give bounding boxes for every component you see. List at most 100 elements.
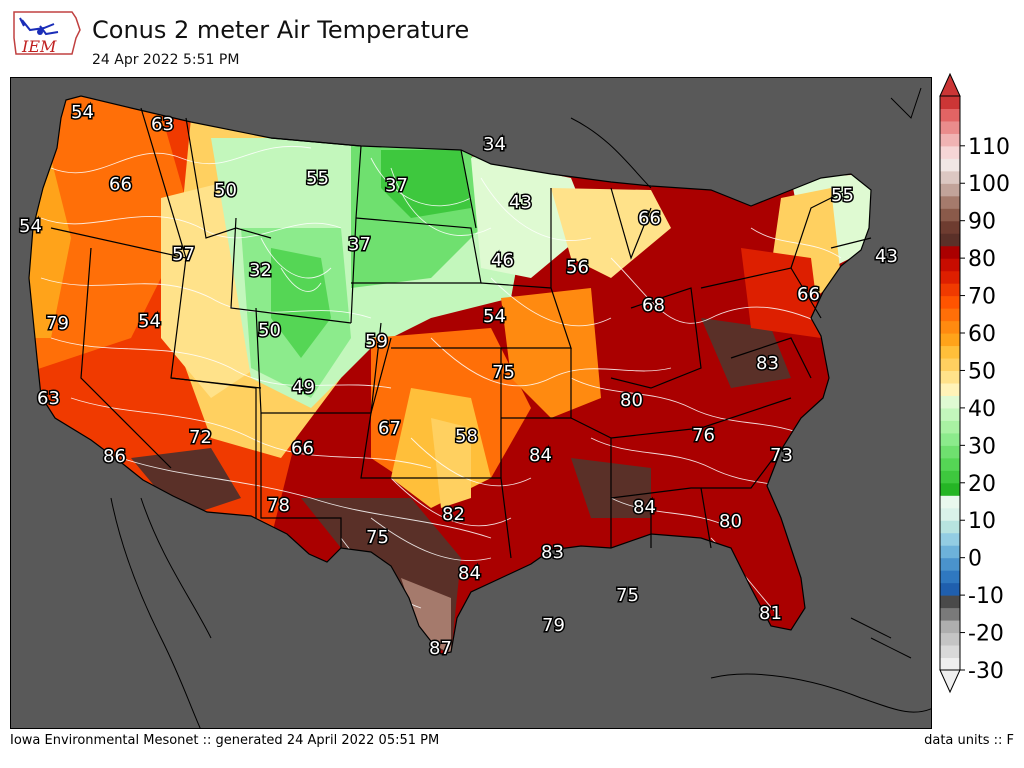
colorbar-swatch	[940, 657, 960, 671]
colorbar-swatch	[940, 570, 960, 584]
station-value: 63	[37, 388, 60, 409]
colorbar-swatch	[940, 96, 960, 109]
station-value: 78	[267, 495, 290, 516]
station-value: 49	[292, 377, 315, 398]
isotherm-contours	[40, 146, 842, 619]
station-value: 67	[378, 418, 401, 439]
station-value: 73	[770, 445, 793, 466]
station-value: 84	[458, 563, 481, 584]
colorbar-swatch	[940, 582, 960, 596]
colorbar-swatch	[940, 320, 960, 334]
colorbar-swatch	[940, 108, 960, 122]
colorbar-swatch	[940, 220, 960, 234]
colorbar-tick-label: 60	[968, 322, 996, 347]
colorbar-swatch	[940, 345, 960, 359]
colorbar-tick-label: 110	[968, 135, 1010, 160]
station-value: 50	[214, 180, 237, 201]
station-value: 87	[429, 638, 452, 659]
station-value: 54	[138, 311, 161, 332]
colorbar-swatch	[940, 595, 960, 609]
colorbar-tick-label: 100	[968, 172, 1010, 197]
timestamp: 24 Apr 2022 5:51 PM	[92, 52, 240, 68]
colorbar-swatch	[940, 195, 960, 209]
station-value: 54	[71, 102, 94, 123]
colorbar-swatch	[940, 245, 960, 259]
station-value: 54	[19, 216, 42, 237]
station-value: 58	[455, 426, 478, 447]
iem-logo: IEM	[10, 8, 84, 60]
temperature-value-labels: 54 63 34 66 50 55 37 43 55 66 54 57 37 3…	[18, 101, 900, 661]
station-value: 79	[542, 615, 565, 636]
colorbar-tick-label: 40	[968, 397, 996, 422]
station-value: 55	[306, 168, 329, 189]
colorbar-swatch	[940, 632, 960, 646]
station-value: 56	[566, 257, 589, 278]
colorbar-swatch	[940, 283, 960, 297]
station-value: 75	[492, 362, 515, 383]
colorbar-swatch	[940, 333, 960, 347]
station-value: 84	[529, 445, 552, 466]
station-value: 84	[633, 497, 656, 518]
station-value: 55	[831, 185, 854, 206]
page-title: Conus 2 meter Air Temperature	[92, 16, 470, 44]
colorbar-tick-label: 90	[968, 210, 996, 235]
svg-text:IEM: IEM	[21, 37, 57, 56]
colorbar-swatch	[940, 620, 960, 634]
colorbar-swatch	[940, 407, 960, 421]
borders	[28, 95, 872, 655]
colorbar-swatch	[940, 482, 960, 496]
station-value: 81	[759, 603, 782, 624]
colorbar-swatch	[940, 395, 960, 409]
footer-credit: Iowa Environmental Mesonet :: generated …	[10, 733, 440, 748]
station-value: 82	[442, 504, 465, 525]
colorbar-swatch	[940, 145, 960, 159]
colorbar-tick-label: 20	[968, 472, 996, 497]
international-outlines	[110, 87, 931, 728]
station-value: 80	[719, 511, 742, 532]
colorbar-swatch	[940, 358, 960, 372]
station-value: 66	[638, 208, 661, 229]
colorbar-swatch	[940, 457, 960, 471]
colorbar-swatch	[940, 432, 960, 446]
colorbar-swatch	[940, 507, 960, 521]
colorbar-swatch	[940, 470, 960, 484]
colorbar-tick-label: -10	[968, 584, 1004, 609]
station-value: 66	[291, 438, 314, 459]
station-value: 75	[366, 527, 389, 548]
colorbar-swatch	[940, 133, 960, 147]
colorbar-swatch	[940, 607, 960, 621]
station-value: 66	[797, 284, 820, 305]
colorbar-swatch	[940, 258, 960, 272]
station-value: 63	[151, 114, 174, 135]
colorbar-tick-label: -20	[968, 622, 1004, 647]
colorbar-swatch	[940, 120, 960, 134]
colorbar-swatch	[940, 420, 960, 434]
colorbar-tick-label: 50	[968, 359, 996, 384]
colorbar-max-arrow	[939, 72, 961, 97]
station-value: 43	[509, 192, 532, 213]
station-value: 37	[385, 175, 408, 196]
colorbar-tick-label: 80	[968, 247, 996, 272]
colorbar-swatch	[940, 208, 960, 222]
station-value: 83	[541, 542, 564, 563]
colorbar-min-arrow	[939, 669, 961, 694]
station-value: 80	[620, 390, 643, 411]
temperature-map: 54 63 34 66 50 55 37 43 55 66 54 57 37 3…	[10, 77, 932, 729]
colorbar-tick-label: 10	[968, 509, 996, 534]
colorbar-swatch	[940, 295, 960, 309]
station-value: 37	[348, 234, 371, 255]
colorbar-swatch	[940, 495, 960, 509]
colorbar-swatch	[940, 532, 960, 546]
colorbar-swatch	[940, 270, 960, 284]
station-value: 32	[249, 260, 272, 281]
colorbar-swatch	[940, 557, 960, 571]
station-value: 72	[189, 427, 212, 448]
station-value: 66	[109, 174, 132, 195]
footer-units: data units :: F	[924, 733, 1014, 748]
station-value: 46	[491, 250, 514, 271]
station-value: 43	[875, 246, 898, 267]
colorbar-tick-label: 70	[968, 285, 996, 310]
station-value: 50	[258, 320, 281, 341]
station-value: 86	[103, 446, 126, 467]
colorbar-tick-label: -30	[968, 659, 1004, 684]
